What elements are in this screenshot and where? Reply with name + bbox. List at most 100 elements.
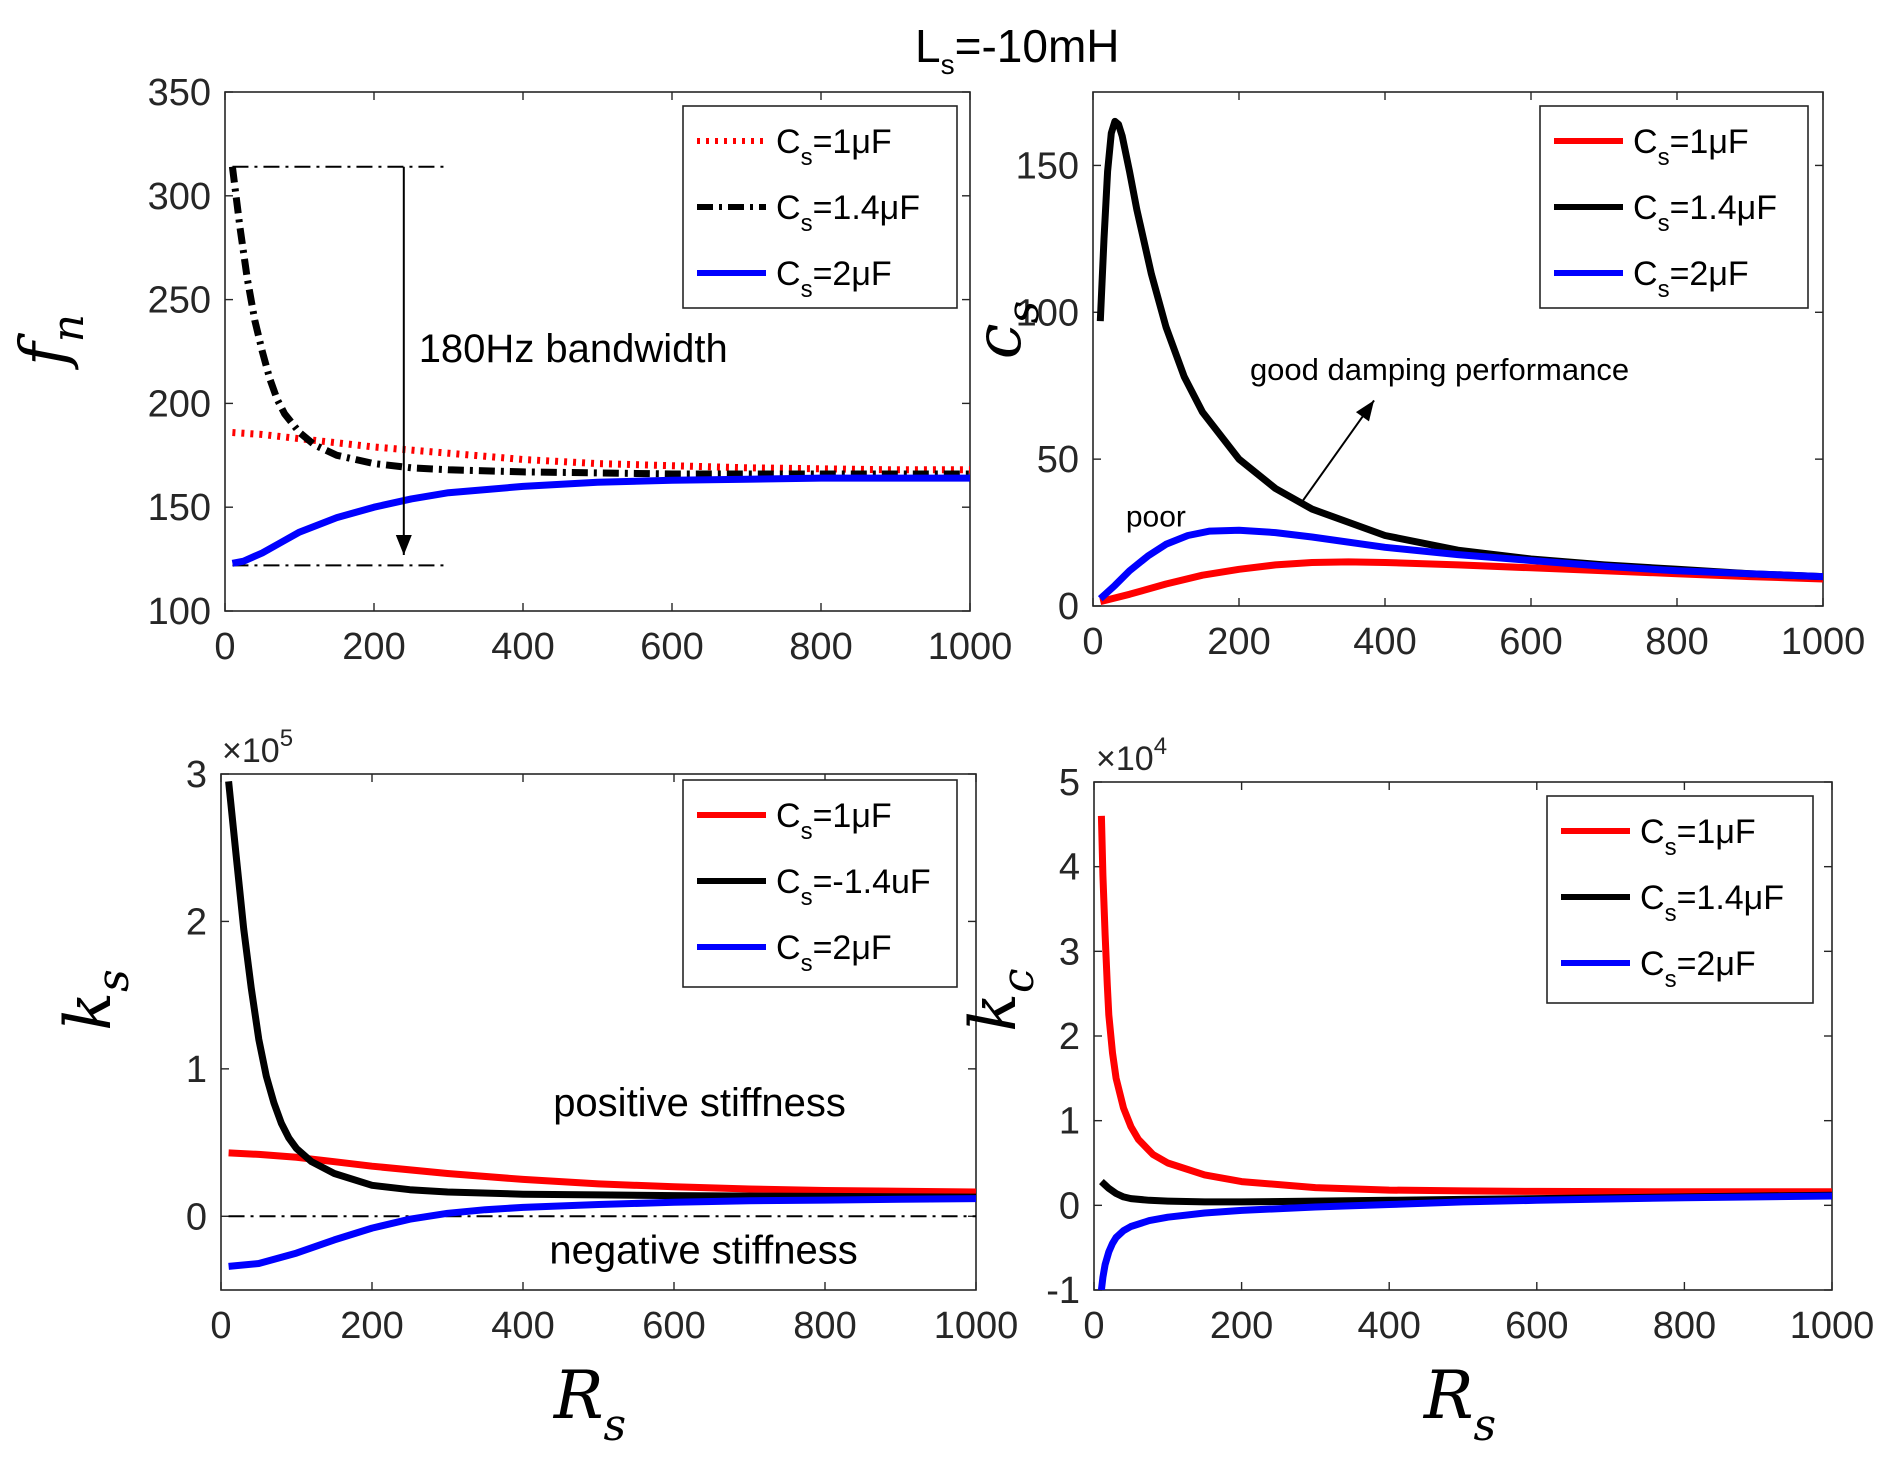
x-tick-label: 200 (340, 1305, 403, 1347)
annotation-text: negative stiffness (549, 1228, 857, 1272)
legend-label-sub: s (1658, 276, 1670, 303)
y-axis-label: cs (962, 301, 1049, 359)
legend-label-post: =1.4μF (1677, 879, 1784, 917)
y-tick-label: 0 (186, 1196, 207, 1238)
legend-label-pre: C (776, 929, 801, 967)
y-axis-label: kc (957, 968, 1044, 1031)
annotation-arrow-head (1355, 400, 1375, 422)
legend-label-pre: C (1640, 879, 1665, 917)
x-tick-label: 800 (793, 1305, 856, 1347)
x-tick-label: 1000 (928, 626, 1013, 668)
annotation-text: 180Hz bandwidth (419, 327, 728, 371)
y-tick-label: 350 (148, 72, 211, 114)
legend-label-post: =2μF (1677, 945, 1756, 983)
legend-label-sub: s (1665, 966, 1677, 993)
y-axis-label-sub: s (998, 301, 1049, 324)
y-tick-label: 1 (186, 1049, 207, 1091)
x-tick-label: 400 (491, 1305, 554, 1347)
series-line-2 (228, 166, 970, 478)
series-line-2 (225, 781, 976, 1201)
legend-label-1: Cs=1μF (776, 797, 892, 845)
legend-label-pre: C (776, 797, 801, 835)
annotation-text: positive stiffness (553, 1081, 846, 1125)
x-tick-label: 1000 (1781, 621, 1866, 663)
legend-label-pre: C (776, 123, 801, 161)
x-tick-label: 600 (1499, 621, 1562, 663)
x-tick-label: 400 (1353, 621, 1416, 663)
x-tick-label: 200 (1207, 621, 1270, 663)
legend-label-sub: s (801, 210, 813, 237)
y-tick-label: 250 (148, 280, 211, 322)
exponent-base: ×10 (222, 732, 280, 770)
legend-label-1: Cs=1μF (776, 123, 892, 171)
legend-label-2: Cs=-1.4uF (776, 863, 931, 911)
y-tick-label: 5 (1059, 762, 1080, 804)
legend-label-sub: s (1658, 144, 1670, 171)
y-axis-label-main: k (52, 992, 126, 1031)
y-tick-label: 50 (1037, 439, 1079, 481)
figure-title-rest: =-10mH (955, 20, 1120, 72)
legend-label-pre: C (1640, 945, 1665, 983)
y-tick-label: 3 (186, 754, 207, 796)
annotation-arrow-head (395, 534, 412, 555)
figure-title-main: L (915, 20, 941, 72)
series-line-3 (1097, 526, 1823, 602)
legend-label-post: =-1.4uF (813, 863, 931, 901)
y-tick-label: 2 (1059, 1016, 1080, 1058)
legend-label-post: =1.4μF (1670, 189, 1777, 227)
y-tick-label: 0 (1058, 586, 1079, 628)
x-axis-label-main: R (553, 1357, 604, 1434)
legend-label-pre: C (776, 863, 801, 901)
x-tick-label: 0 (210, 1305, 231, 1347)
y-tick-label: 4 (1059, 847, 1080, 889)
y-tick-label: 100 (1016, 292, 1079, 334)
x-tick-label: 0 (1082, 621, 1103, 663)
legend-label-pre: C (776, 189, 801, 227)
legend-label-pre: C (1640, 813, 1665, 851)
legend-label-3: Cs=2μF (776, 929, 892, 977)
legend-label-pre: C (1633, 189, 1658, 227)
x-tick-label: 800 (1653, 1305, 1716, 1347)
legend-label-1: Cs=1μF (1633, 123, 1749, 171)
legend-label-post: =1μF (813, 797, 892, 835)
series-line-3 (228, 1195, 976, 1270)
exponent-power: 5 (280, 725, 293, 752)
x-tick-label: 1000 (934, 1305, 1019, 1347)
y-axis-label-sub: s (88, 969, 139, 992)
figure-title-sub: s (941, 49, 955, 80)
x-axis-label-sub: s (1474, 1400, 1497, 1451)
y-tick-label: 100 (148, 591, 211, 633)
x-tick-label: 600 (642, 1305, 705, 1347)
legend-label-sub: s (801, 276, 813, 303)
x-tick-label: 400 (1357, 1305, 1420, 1347)
legend-label-2: Cs=1.4μF (1633, 189, 1777, 237)
y-tick-label: 150 (148, 487, 211, 529)
y-axis-label: fn (7, 314, 94, 370)
y-tick-label: 300 (148, 176, 211, 218)
y-axis-label-main: c (962, 323, 1036, 359)
y-tick-label: 150 (1016, 145, 1079, 187)
y-axis-label: ks (52, 969, 139, 1030)
x-tick-label: 800 (789, 626, 852, 668)
figure-title: Ls=-10mH (915, 20, 1119, 80)
chart-panel-2: 0 200 400 600 800 1000 0 50 100 150 good damping p… (962, 91, 1866, 663)
x-tick-label: 400 (491, 626, 554, 668)
legend-label-sub: s (801, 884, 813, 911)
x-tick-label: 800 (1645, 621, 1708, 663)
legend-label-pre: C (1633, 123, 1658, 161)
legend-label-3: Cs=2μF (776, 255, 892, 303)
y-tick-label: 200 (148, 383, 211, 425)
y-axis-label-sub: n (43, 314, 94, 342)
legend-label-post: =2μF (813, 929, 892, 967)
y-tick-label: 2 (186, 901, 207, 943)
y-tick-label: 1 (1059, 1101, 1080, 1143)
series-line-1 (1097, 815, 1832, 1196)
legend-label-pre: C (776, 255, 801, 293)
exponent-power: 4 (1154, 733, 1167, 760)
annotation-text: poor (1126, 501, 1186, 534)
y-axis-label-main: k (957, 993, 1031, 1032)
